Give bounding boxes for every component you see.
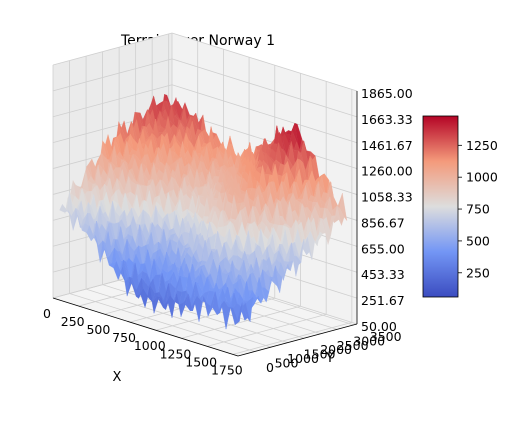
y-tick-label: 0 — [266, 360, 274, 375]
z-tick-label: 1865.00 — [361, 86, 413, 101]
colorbar-tick-label: 1250 — [466, 138, 498, 153]
grid-line-z-back — [171, 58, 358, 118]
grid-line-z-left — [52, 58, 173, 92]
y-axis-line — [237, 323, 358, 357]
grid-line-z-left — [52, 84, 173, 118]
y-tick-label: 500 — [275, 356, 299, 371]
y-axis-label: Y — [325, 351, 334, 366]
axes-lines — [52, 91, 358, 357]
x-axis-line — [52, 297, 239, 357]
grid-line-y-floor — [85, 288, 272, 348]
z-axis-ticks: 50.00 251.67 453.33 655.00 856.67 1058.33 1260… — [361, 86, 413, 334]
x-axis-label: X — [113, 370, 122, 385]
x-tick-label: 1500 — [185, 354, 217, 369]
colorbar-tick-label: 750 — [466, 202, 490, 217]
terrain-surface — [59, 93, 348, 330]
grid-line-y-floor — [69, 293, 255, 352]
x-tick-label: 1750 — [211, 362, 243, 377]
colorbar-tick-label: 250 — [466, 265, 490, 280]
grid-line-z-back — [171, 32, 358, 92]
surface-cell — [234, 302, 243, 326]
x-tick-label: 1000 — [134, 338, 166, 353]
colorbar-gradient — [422, 115, 459, 298]
z-tick-label: 50.00 — [361, 319, 397, 334]
z-tick-label: 1058.33 — [361, 190, 413, 205]
z-tick-label: 655.00 — [361, 241, 405, 256]
z-tick-label: 1663.33 — [361, 112, 413, 127]
grid-line-y-floor — [102, 284, 288, 344]
z-tick-label: 1461.67 — [361, 138, 413, 153]
x-tick-label: 750 — [112, 330, 136, 345]
colorbar-tick-label: 1000 — [466, 170, 498, 185]
grid-line-z-left — [52, 32, 173, 66]
y-tick-label: 2000 — [320, 342, 352, 357]
z-tick-label: 251.67 — [361, 293, 405, 308]
y-tick-label: 2500 — [337, 338, 369, 353]
grid-line-z-back — [171, 84, 358, 144]
z-tick-label: 856.67 — [361, 215, 405, 230]
x-tick-label: 250 — [61, 314, 85, 329]
x-tick-label: 500 — [86, 322, 110, 337]
colorbar-tick-label: 500 — [466, 233, 490, 248]
y-tick-label: 3500 — [370, 329, 402, 344]
y-tick-label: 3000 — [353, 333, 385, 348]
colorbar-ticks: 250 500 750 1000 1250 — [458, 138, 498, 280]
y-tick-label: 1000 — [287, 351, 319, 366]
y-tick-label: 1500 — [304, 347, 336, 362]
z-tick-label: 1260.00 — [361, 164, 413, 179]
x-tick-label: 1250 — [160, 346, 192, 361]
colorbar: 250 500 750 1000 1250 — [422, 115, 498, 298]
z-tick-label: 453.33 — [361, 267, 405, 282]
x-tick-label: 0 — [43, 306, 51, 321]
